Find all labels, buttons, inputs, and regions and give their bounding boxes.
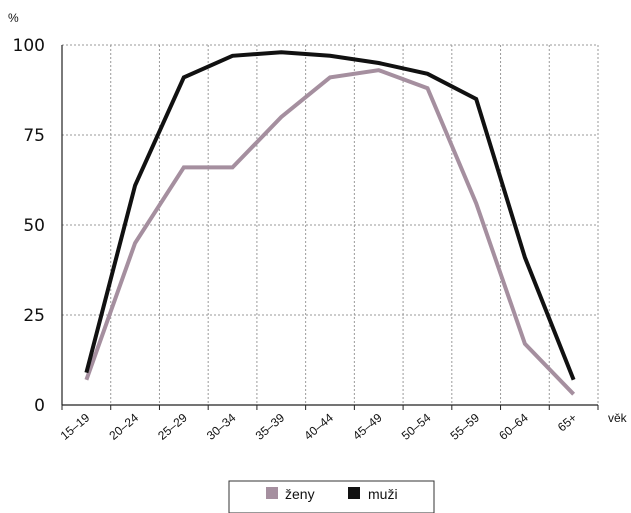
x-tick-labels: 15–19 20–24 25–29 30–34 35–39 40–44 45–49 50–54… — [58, 410, 580, 442]
x-tick-label-6: 45–49 — [350, 410, 385, 442]
grid — [61, 44, 599, 405]
x-tick-label-3: 30–34 — [204, 410, 239, 442]
legend-box — [228, 480, 435, 513]
x-tick-label-9: 60–64 — [496, 410, 531, 442]
x-tick-label-2: 25–29 — [155, 410, 190, 442]
y-tick-label-25: 25 — [23, 306, 45, 326]
x-tick-label-8: 55–59 — [448, 410, 483, 442]
series-lines — [84, 50, 576, 396]
legend-swatch-zeny — [266, 487, 278, 499]
x-tick-label-7: 50–54 — [399, 410, 434, 442]
x-tick-label-5: 40–44 — [301, 410, 336, 442]
y-axis-label: % — [8, 11, 19, 25]
y-tick-label-50: 50 — [23, 216, 45, 236]
x-axis-label: věk — [608, 411, 628, 425]
y-tick-labels: 0 25 50 75 100 — [13, 36, 45, 416]
x-tick-label-0: 15–19 — [58, 410, 93, 442]
x-tick-label-4: 35–39 — [253, 410, 288, 442]
legend-label-muzi: muži — [368, 486, 398, 502]
x-tick-label-1: 20–24 — [106, 410, 141, 442]
axes: % věk — [8, 11, 628, 425]
y-tick-label-75: 75 — [23, 126, 45, 146]
series-line-1 — [84, 50, 576, 381]
legend-label-zeny: ženy — [285, 486, 315, 502]
series-line-0 — [84, 68, 576, 396]
y-tick-label-100: 100 — [13, 36, 45, 56]
x-tick-label-10: 65+ — [555, 411, 580, 435]
y-tick-label-0: 0 — [34, 396, 45, 416]
legend: ženy muži — [228, 480, 435, 513]
legend-swatch-muzi — [348, 487, 360, 499]
